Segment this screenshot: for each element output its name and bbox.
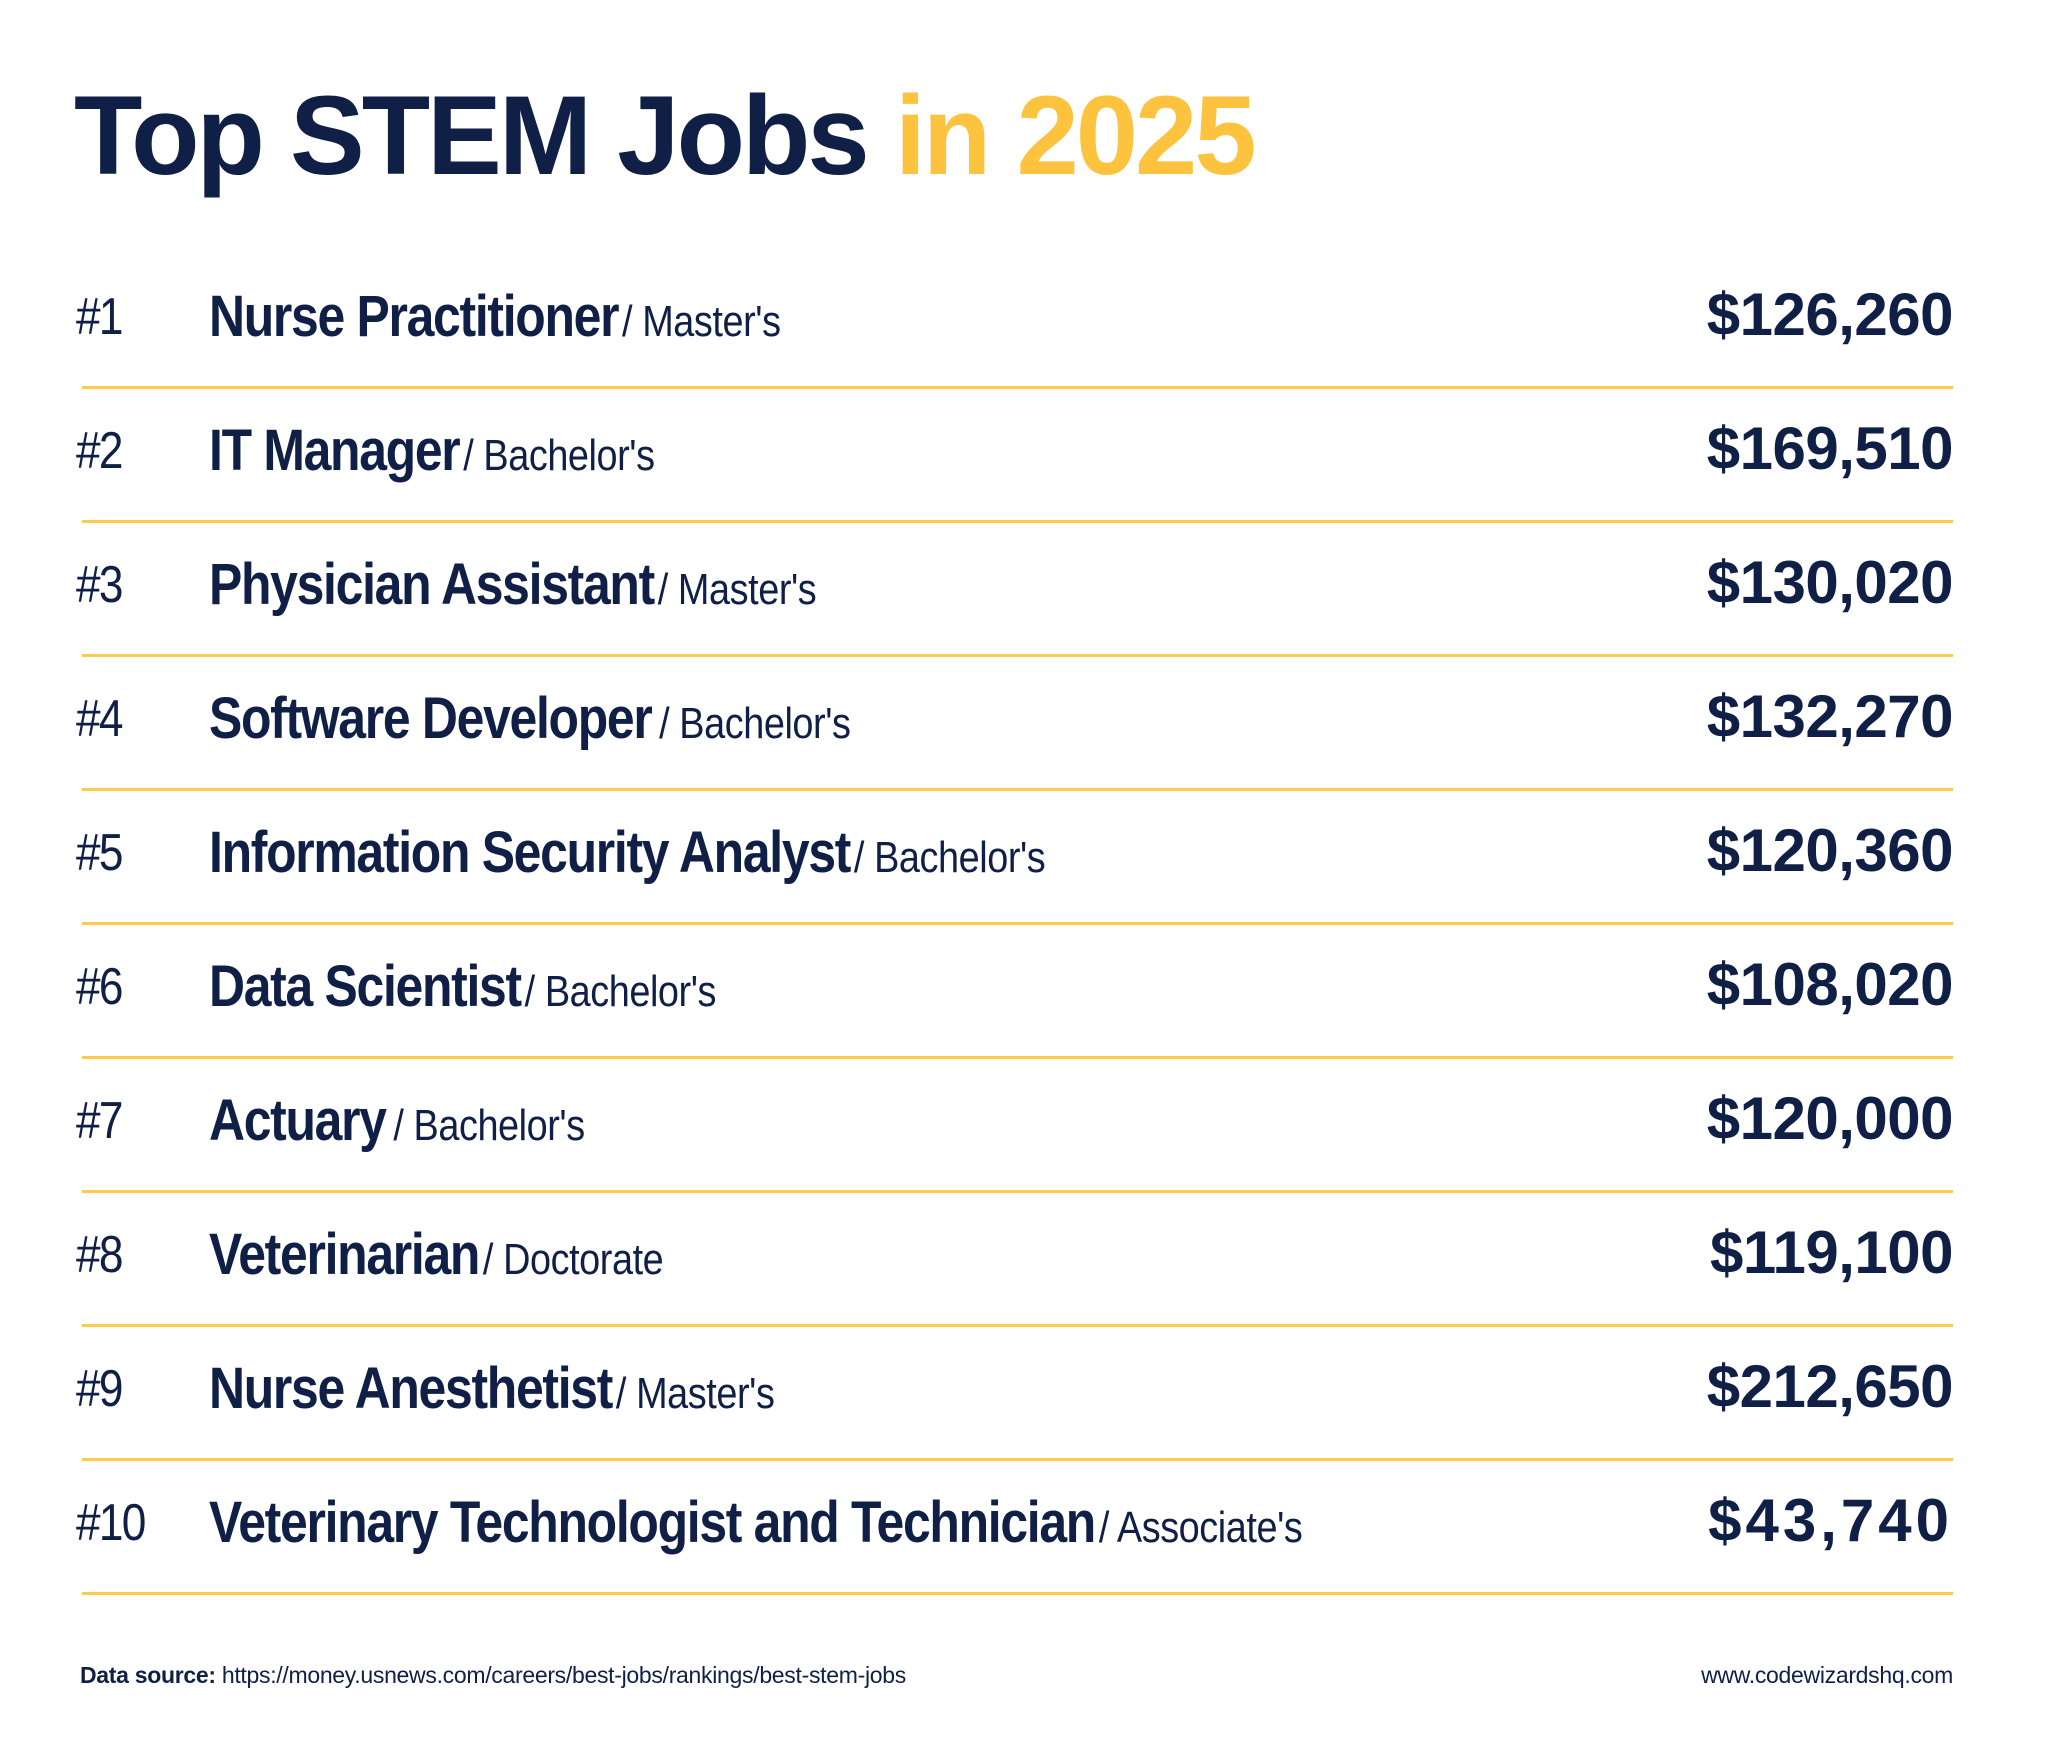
job-row: #8 Veterinarian / Doctorate $119,100 [0, 1193, 2048, 1327]
row-divider [82, 520, 1953, 523]
job-row: #7 Actuary / Bachelor's $120,000 [0, 1059, 2048, 1193]
job-row: #5 Information Security Analyst / Bachel… [0, 791, 2048, 925]
job-salary: $120,000 [1706, 1085, 1954, 1152]
row-divider [82, 386, 1953, 389]
job-title: Physician Assistant [209, 552, 655, 617]
job-row: #6 Data Scientist / Bachelor's $108,020 [0, 925, 2048, 1059]
job-rank: #5 [76, 824, 123, 882]
job-degree: / Bachelor's [393, 1101, 585, 1150]
job-title: Information Security Analyst [209, 820, 851, 885]
job-label: Veterinary Technologist and Technician /… [209, 1490, 1303, 1570]
row-divider [82, 922, 1953, 925]
job-degree: / Associate's [1098, 1503, 1303, 1552]
jobs-list: #1 Nurse Practitioner / Master's $126,26… [0, 255, 2048, 1595]
job-salary: $169,510 [1706, 415, 1954, 482]
job-label: Data Scientist / Bachelor's [209, 955, 716, 1034]
job-degree: / Bachelor's [524, 967, 717, 1016]
row-divider [82, 1056, 1953, 1059]
job-rank: #8 [76, 1226, 123, 1284]
title-main: Top STEM Jobs [74, 73, 870, 198]
job-rank: #4 [76, 690, 123, 748]
job-row: #4 Software Developer / Bachelor's $132,… [0, 657, 2048, 791]
job-salary: $212,650 [1706, 1353, 1954, 1420]
job-row: #9 Nurse Anesthetist / Master's $212,650 [0, 1327, 2048, 1461]
job-row: #2 IT Manager / Bachelor's $169,510 [0, 389, 2048, 523]
job-degree: / Doctorate [482, 1235, 664, 1284]
job-label: Physician Assistant / Master's [209, 552, 817, 632]
job-rank: #7 [76, 1092, 123, 1150]
job-title: IT Manager [209, 418, 461, 483]
page-title: Top STEM Jobs in 2025 [74, 72, 1257, 201]
job-salary: $130,020 [1706, 549, 1954, 616]
data-source-label: Data source: [80, 1662, 216, 1688]
job-rank: #6 [76, 958, 123, 1016]
job-label: Veterinarian / Doctorate [209, 1222, 664, 1302]
title-accent: in 2025 [894, 73, 1257, 198]
job-title: Software Developer [209, 686, 653, 751]
job-degree: / Bachelor's [463, 431, 655, 480]
job-salary: $132,270 [1706, 683, 1954, 750]
job-rank: #1 [76, 288, 123, 346]
job-degree: / Master's [657, 565, 817, 614]
data-source-url[interactable]: https://money.usnews.com/careers/best-jo… [221, 1662, 906, 1688]
data-source: Data source: https://money.usnews.com/ca… [80, 1662, 906, 1689]
job-rank: #3 [76, 556, 123, 614]
job-label: Software Developer / Bachelor's [209, 686, 851, 766]
job-rank: #2 [76, 422, 123, 480]
job-title: Data Scientist [209, 954, 522, 1019]
job-title: Nurse Anesthetist [209, 1356, 613, 1421]
job-salary: $120,360 [1706, 817, 1954, 884]
job-label: Actuary / Bachelor's [209, 1089, 585, 1168]
job-salary: $108,020 [1706, 951, 1954, 1018]
row-divider [82, 1592, 1953, 1595]
job-label: Nurse Practitioner / Master's [209, 285, 781, 364]
job-rank: #10 [76, 1494, 146, 1552]
job-title: Veterinary Technologist and Technician [209, 1490, 1096, 1555]
job-row: #1 Nurse Practitioner / Master's $126,26… [0, 255, 2048, 389]
job-label: Nurse Anesthetist / Master's [209, 1356, 775, 1436]
job-degree: / Bachelor's [659, 699, 851, 748]
row-divider [82, 1190, 1953, 1193]
job-row: #3 Physician Assistant / Master's $130,0… [0, 523, 2048, 657]
row-divider [82, 788, 1953, 791]
job-degree: / Master's [615, 1369, 775, 1418]
row-divider [82, 1458, 1953, 1461]
job-title: Nurse Practitioner [209, 284, 620, 349]
job-row: #10 Veterinary Technologist and Technici… [0, 1461, 2048, 1595]
job-degree: / Master's [622, 297, 781, 346]
website-link[interactable]: www.codewizardshq.com [1701, 1662, 1953, 1688]
job-salary: $126,260 [1706, 281, 1954, 348]
row-divider [82, 1324, 1953, 1327]
job-label: IT Manager / Bachelor's [209, 419, 655, 498]
job-label: Information Security Analyst / Bachelor'… [209, 820, 1046, 900]
job-salary: $43,740 [1708, 1487, 1953, 1554]
job-salary: $119,100 [1710, 1219, 1953, 1286]
job-degree: / Bachelor's [853, 833, 1046, 882]
job-title: Veterinarian [209, 1222, 480, 1287]
row-divider [82, 654, 1953, 657]
job-rank: #9 [76, 1360, 123, 1418]
job-title: Actuary [209, 1088, 387, 1153]
